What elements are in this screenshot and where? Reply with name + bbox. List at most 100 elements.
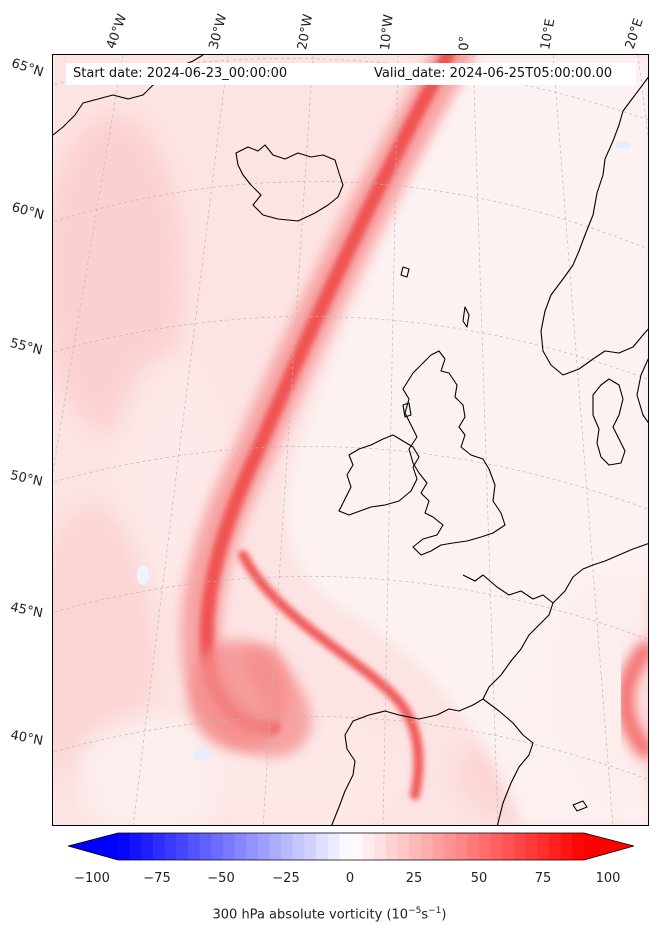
colorbar-segment xyxy=(199,833,212,860)
colorbar-segment xyxy=(339,833,352,860)
colorbar-label-prefix: 300 hPa absolute vorticity (10 xyxy=(212,907,409,923)
colorbar-segments xyxy=(68,833,634,860)
colorbar-segment xyxy=(118,833,131,860)
colorbar-outline xyxy=(68,832,634,861)
colorbar-segment xyxy=(525,833,538,860)
colorbar-max-extend xyxy=(584,833,634,860)
colorbar-segment xyxy=(211,833,224,860)
colorbar-label-mid: s xyxy=(421,907,429,923)
colorbar-label-exp2: −1 xyxy=(428,906,442,916)
graticule xyxy=(53,55,648,825)
colorbar-segment xyxy=(572,833,585,860)
coast-balearic xyxy=(572,800,588,812)
pale-band xyxy=(287,55,648,825)
colorbar-segment xyxy=(152,833,166,860)
coast-sweden xyxy=(636,358,648,424)
colorbar-tick-label: −50 xyxy=(207,871,235,886)
jet-blob xyxy=(188,640,288,750)
coast-hebrides xyxy=(402,402,412,418)
colorbar-segment xyxy=(187,833,201,860)
lon-label: 40°W xyxy=(103,12,131,51)
colorbar-segment xyxy=(432,833,445,860)
lat-label: 60°N xyxy=(9,200,46,224)
lat-label: 55°N xyxy=(8,336,44,359)
header-band xyxy=(66,63,636,85)
lat-label: 45°N xyxy=(8,600,45,622)
colorbar-segment xyxy=(351,833,364,860)
colorbar-segment xyxy=(141,833,154,860)
colorbar-segment xyxy=(385,833,399,860)
colorbar-segment xyxy=(129,833,142,860)
coast-shetland xyxy=(462,306,470,328)
lon-label: 10°W xyxy=(378,13,397,52)
vorticity-map xyxy=(53,55,648,825)
colorbar-tick-label: 75 xyxy=(534,871,552,886)
coast-mediterranean xyxy=(482,698,534,825)
colorbar-segment xyxy=(420,833,434,860)
colorbar-segment xyxy=(514,833,527,860)
lon-label: 0° xyxy=(457,35,473,51)
colorbar-min-extend xyxy=(68,833,118,860)
colorbar-segment xyxy=(292,833,305,860)
lon-label: 10°E xyxy=(538,17,559,52)
colorbar-segment xyxy=(176,833,189,860)
coast-iberia xyxy=(331,698,484,825)
coast-norway xyxy=(540,76,648,376)
colorbar-segment xyxy=(479,833,492,860)
colorbar-segment xyxy=(222,833,236,860)
colorbar-segment xyxy=(397,833,410,860)
coast-iceland xyxy=(235,144,344,222)
east-streak xyxy=(617,638,648,762)
start-date-label: Start date: 2024-06-23_00:00:00 xyxy=(73,66,288,81)
colorbar-segment xyxy=(257,833,271,860)
colorbar-segment xyxy=(409,833,422,860)
colorbar-tick-label: 25 xyxy=(405,871,423,886)
colorbar-label-exp1: −5 xyxy=(408,906,422,916)
colorbar-segment xyxy=(327,833,340,860)
colorbar-tick-label: 100 xyxy=(595,871,621,886)
lon-label: 20°E xyxy=(622,16,647,51)
colorbar-segment xyxy=(269,833,282,860)
coastlines xyxy=(53,55,648,825)
colorbar-segment xyxy=(537,833,550,860)
coast-denmark xyxy=(592,378,626,466)
colorbar-segment xyxy=(549,833,562,860)
colorbar xyxy=(68,832,634,861)
lat-label: 50°N xyxy=(8,468,44,490)
colorbar-tick-label: 0 xyxy=(345,871,355,886)
lat-label: 40°N xyxy=(9,728,45,749)
valid-date-label: Valid_date: 2024-06-25T05:00:00.00 xyxy=(374,66,613,81)
lat-label: 65°N xyxy=(9,56,46,81)
coast-lowlands xyxy=(552,543,648,604)
blue-speck xyxy=(193,749,213,761)
colorbar-segment xyxy=(444,833,457,860)
coast-great-britain xyxy=(402,350,506,556)
colorbar-segment xyxy=(246,833,259,860)
blue-speck xyxy=(137,565,149,585)
colorbar-segment xyxy=(560,833,573,860)
colorbar-tick-label: −25 xyxy=(272,871,300,886)
map-frame xyxy=(52,54,649,826)
colorbar-segment xyxy=(281,833,294,860)
coast-ireland xyxy=(338,434,420,516)
colorbar-segment xyxy=(467,833,480,860)
colorbar-segment xyxy=(316,833,329,860)
colorbar-label-suffix: ) xyxy=(441,907,447,923)
colorbar-tick-label: −100 xyxy=(74,871,110,886)
colorbar-segment xyxy=(374,833,387,860)
colorbar-tick-label: 50 xyxy=(470,871,488,886)
colorbar-segment xyxy=(502,833,515,860)
colorbar-label: 300 hPa absolute vorticity (10−5s−1) xyxy=(0,906,659,922)
colorbar-segment xyxy=(164,833,177,860)
lon-label: 30°W xyxy=(206,12,231,51)
colorbar-segment xyxy=(362,833,375,860)
jet-secondary xyxy=(238,550,424,800)
colorbar-segment xyxy=(304,833,317,860)
colorbar-segment xyxy=(490,833,504,860)
colorbar-segment xyxy=(234,833,247,860)
blue-speck xyxy=(615,141,631,149)
lon-label: 20°W xyxy=(295,13,317,52)
colorbar-tick-label: −75 xyxy=(143,871,171,886)
colorbar-segment xyxy=(455,833,469,860)
coast-faroes xyxy=(400,266,410,278)
